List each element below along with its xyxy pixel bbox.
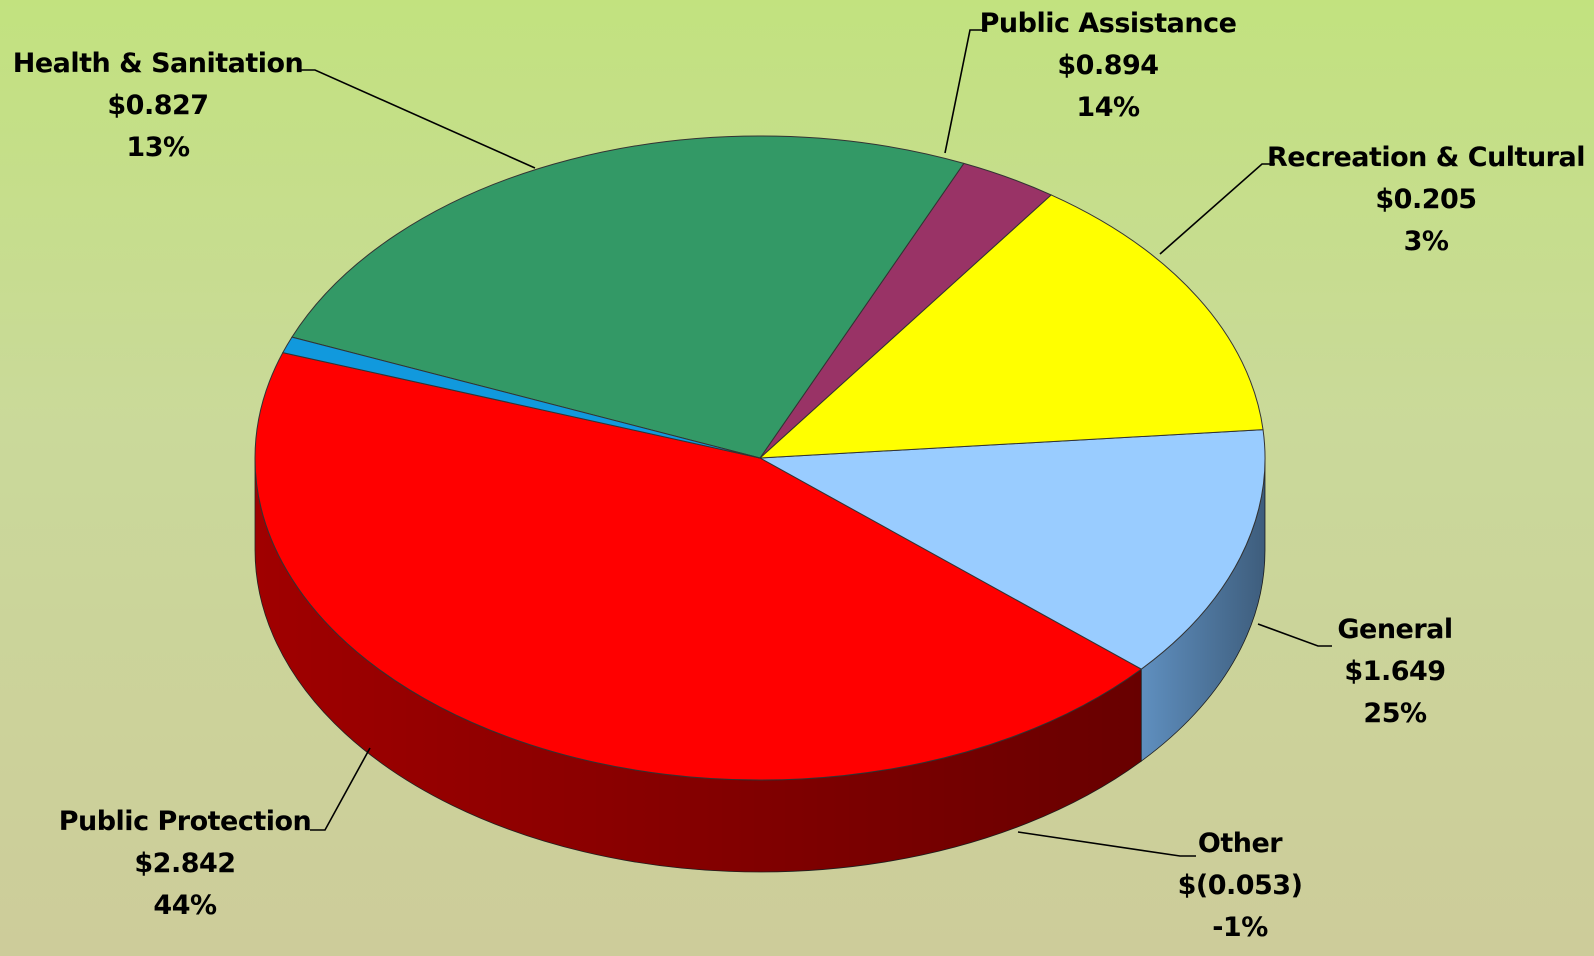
slice-value-recreation-and-cultural: $0.205 <box>1375 184 1476 215</box>
pie-top-face <box>254 135 1266 781</box>
slice-label-public-protection: Public Protection <box>59 806 312 837</box>
leader-line-recreation-and-cultural <box>1159 163 1275 255</box>
pie-slice-health-and-sanitation <box>758 429 1266 670</box>
pie-slice-public-assistance <box>758 194 1264 459</box>
slice-label-recreation-and-cultural: Recreation & Cultural <box>1267 142 1585 173</box>
slice-label-general: General <box>1337 614 1452 645</box>
slice-value-health-and-sanitation: $0.827 <box>107 90 208 121</box>
slice-label-other: Other <box>1198 828 1283 859</box>
pie-side-shade <box>1141 458 1265 762</box>
slice-percent-recreation-and-cultural: 3% <box>1404 226 1449 257</box>
slice-percent-public-assistance: 14% <box>1076 92 1140 123</box>
pie-side-shade <box>255 458 1142 872</box>
slice-value-general: $1.649 <box>1344 656 1445 687</box>
pie-slice-other <box>282 336 761 459</box>
slice-value-public-assistance: $0.894 <box>1057 50 1158 81</box>
leader-lines <box>300 29 1332 857</box>
leader-line-public-assistance <box>944 29 985 154</box>
leader-line-other <box>1017 831 1196 857</box>
slice-value-public-protection: $2.842 <box>134 848 235 879</box>
leader-line-general <box>1257 623 1332 647</box>
leader-line-health-and-sanitation <box>300 69 536 169</box>
slice-value-other: $(0.053) <box>1178 870 1303 901</box>
leader-line-public-protection <box>310 747 371 831</box>
slice-percent-public-protection: 44% <box>153 890 217 921</box>
slice-percent-other: -1% <box>1212 912 1268 943</box>
slice-label-public-assistance: Public Assistance <box>980 8 1237 39</box>
slice-percent-health-and-sanitation: 13% <box>126 132 190 163</box>
data-labels: Public Protection $2.842 44% Health & Sanit… <box>13 8 1586 943</box>
pie-slice-general <box>291 135 965 459</box>
slice-label-health-and-sanitation: Health & Sanitation <box>13 48 304 79</box>
pie-slice-public-protection <box>254 352 1143 781</box>
slice-percent-general: 25% <box>1363 698 1427 729</box>
